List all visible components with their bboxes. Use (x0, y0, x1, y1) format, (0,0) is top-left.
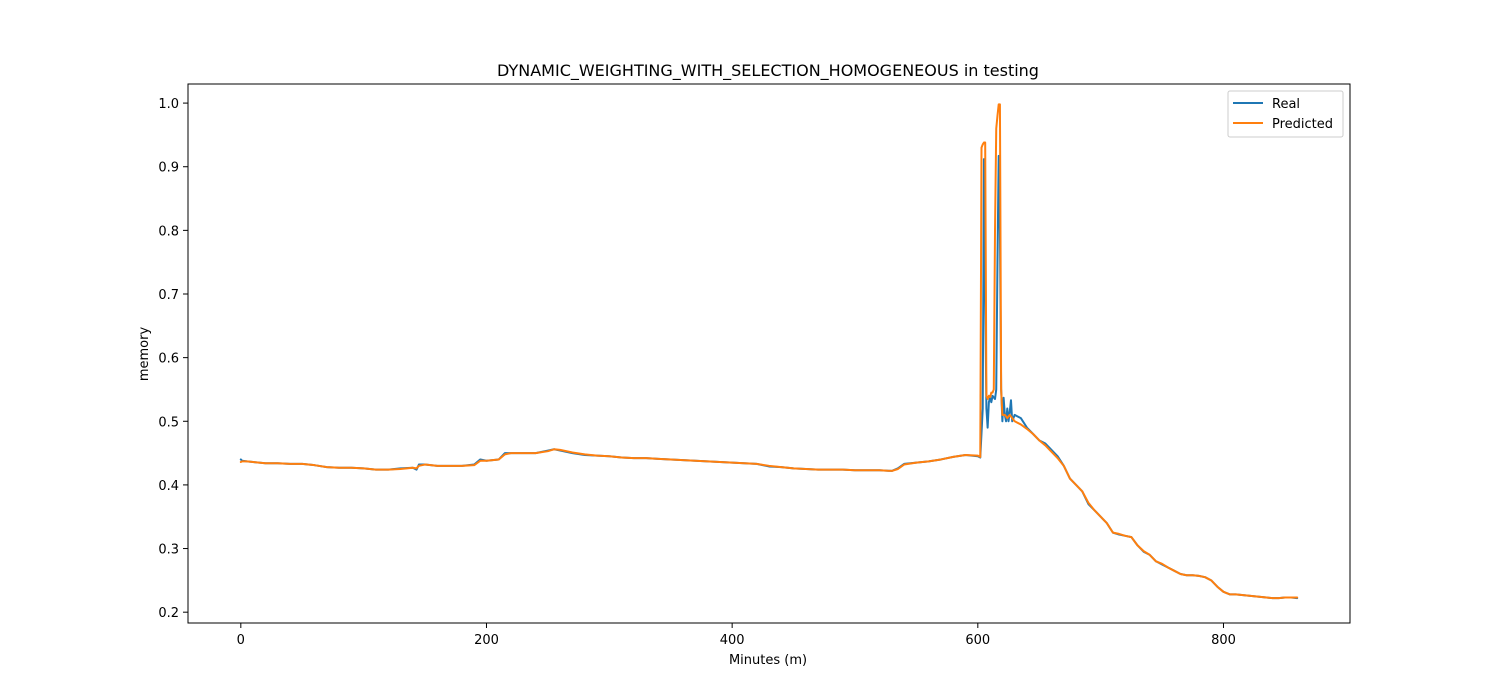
y-axis: 0.2 0.3 0.4 0.5 0.6 0.7 0.8 0.9 1.0 (158, 97, 188, 621)
y-tick-label: 0.2 (158, 606, 179, 621)
x-axis: 0 200 400 600 800 (237, 623, 1236, 648)
legend-real-label: Real (1272, 97, 1300, 112)
plot-area (188, 84, 1350, 623)
chart-title: DYNAMIC_WEIGHTING_WITH_SELECTION_HOMOGEN… (497, 61, 1039, 81)
legend: Real Predicted (1227, 90, 1344, 138)
x-tick-label: 800 (1211, 633, 1236, 648)
x-tick-label: 400 (720, 633, 745, 648)
y-tick-label: 0.7 (158, 288, 179, 303)
predicted-series-line (239, 103, 1299, 600)
y-tick-label: 0.3 (158, 543, 179, 558)
y-tick-label: 1.0 (158, 97, 179, 112)
series-layer (239, 103, 1299, 600)
y-tick-label: 0.9 (158, 161, 179, 176)
y-axis-label: memory (137, 327, 152, 382)
x-tick-label: 200 (474, 633, 499, 648)
legend-predicted-label: Predicted (1272, 117, 1333, 132)
x-axis-label: Minutes (m) (729, 653, 807, 668)
x-tick-label: 600 (965, 633, 990, 648)
x-tick-label: 0 (237, 633, 245, 648)
y-tick-label: 0.6 (158, 352, 179, 367)
y-tick-label: 0.8 (158, 224, 179, 239)
y-tick-label: 0.5 (158, 415, 179, 430)
plot-frame (187, 83, 1351, 624)
y-tick-label: 0.4 (158, 479, 179, 494)
